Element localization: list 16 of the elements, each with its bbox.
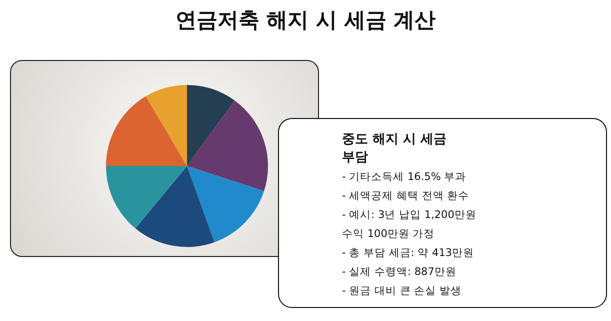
text: 중도 해지 시 세금 부담: [342, 131, 448, 167]
pie-slice: [187, 85, 235, 166]
text: - 실제 수령액: 887만원: [342, 265, 456, 279]
text: - 원금 대비 큰 손실 발생: [342, 284, 462, 298]
pie-slice: [187, 100, 268, 192]
pie-slice: [146, 85, 187, 166]
chart-title: 연금저축 해지 시 세금 계산: [174, 7, 437, 34]
text: - 기타소득세 16.5% 부과: [342, 170, 466, 184]
pie-slice: [106, 96, 187, 166]
text: 수익 100만원 가정: [342, 227, 435, 241]
pie-slice: [106, 166, 187, 228]
text: - 세액공제 혜택 전액 환수: [342, 189, 470, 203]
pie-slice: [135, 166, 214, 247]
text: - 총 부담 세금: 약 413만원: [342, 246, 474, 260]
pie-slice: [187, 166, 264, 242]
text: - 예시: 3년 납입 1,200만원: [342, 208, 476, 222]
